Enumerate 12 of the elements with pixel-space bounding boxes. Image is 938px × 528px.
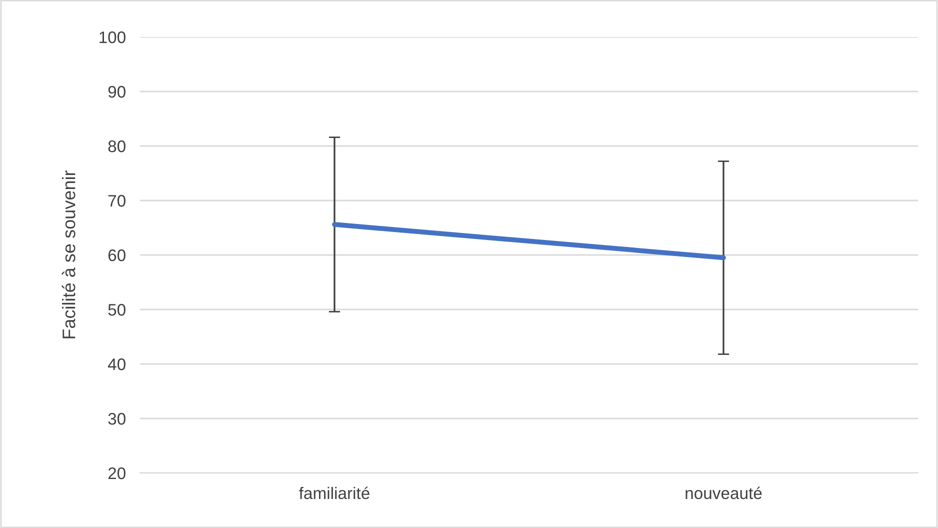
y-tick-label: 40 (108, 358, 126, 370)
y-tick-label: 100 (100, 31, 126, 44)
y-tick-label: 80 (108, 140, 126, 152)
x-tick-label: nouveauté (686, 486, 762, 500)
y-tick-label: 90 (108, 86, 126, 98)
y-axis-title: Facilité à se souvenir (62, 170, 76, 338)
y-tick-label: 20 (108, 467, 126, 480)
y-tick-label: 50 (108, 304, 126, 316)
y-tick-label: 60 (108, 249, 126, 262)
y-tick-label: 30 (108, 412, 126, 425)
y-tick-label: 70 (108, 194, 126, 207)
x-tick-label: familiarité (299, 486, 370, 500)
